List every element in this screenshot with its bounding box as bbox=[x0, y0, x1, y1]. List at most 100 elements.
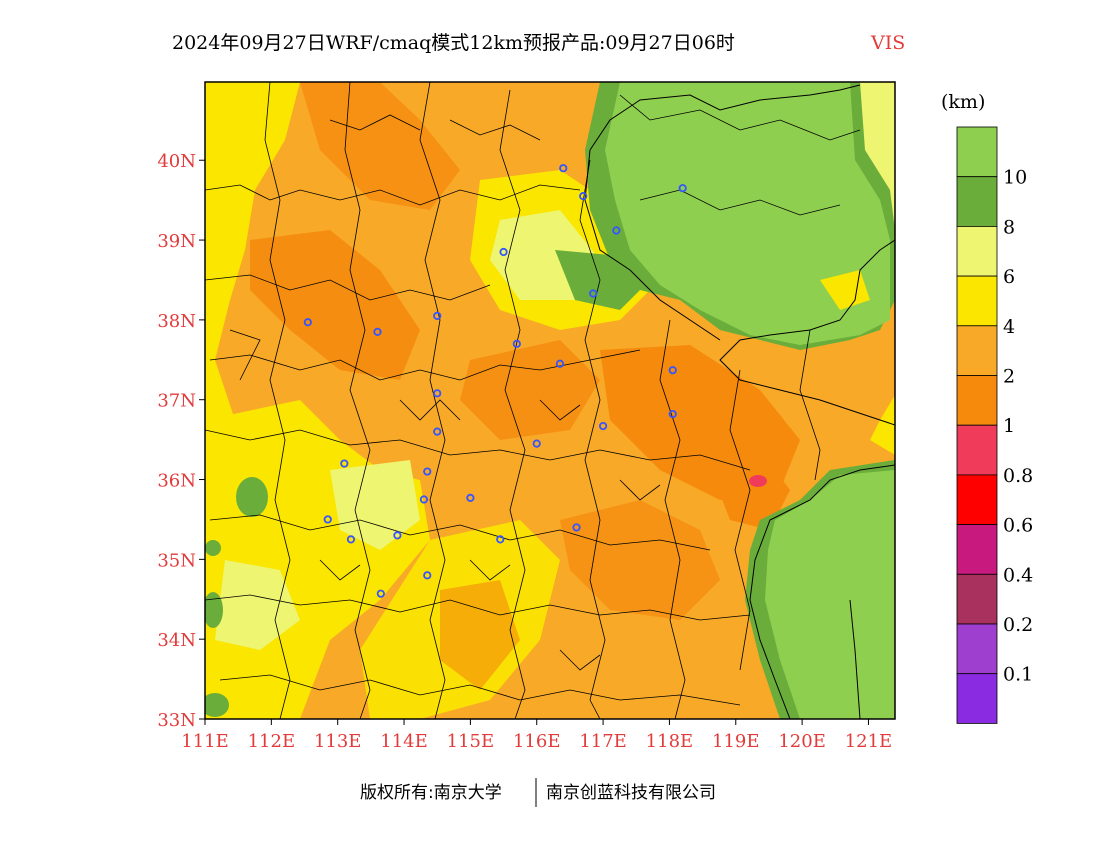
colorbar-bin bbox=[956, 573, 998, 625]
x-tick-label: 116E bbox=[513, 731, 561, 752]
colorbar-label: 0.6 bbox=[1003, 515, 1033, 537]
coastline bbox=[589, 84, 895, 719]
x-tick-label: 117E bbox=[579, 731, 627, 752]
station-marker bbox=[323, 515, 332, 524]
x-tick-label: 120E bbox=[778, 731, 826, 752]
station-marker bbox=[303, 318, 312, 327]
station-marker bbox=[433, 311, 442, 320]
green-patch-southwest-corner bbox=[205, 693, 229, 717]
yellow-patch-east bbox=[870, 395, 895, 455]
yellow-patch-bohai bbox=[820, 270, 870, 310]
colorbar-bin bbox=[956, 325, 998, 376]
station-marker bbox=[393, 531, 402, 540]
green-region-tianjin bbox=[555, 250, 640, 310]
y-tick-label: 39N bbox=[157, 231, 196, 252]
bohai-coast bbox=[584, 149, 721, 341]
y-tick-label: 36N bbox=[157, 471, 196, 492]
colorbar-label: 1 bbox=[1003, 415, 1015, 437]
x-tick-label: 115E bbox=[447, 731, 495, 752]
y-tick-label: 37N bbox=[157, 391, 196, 412]
green-region-bohai bbox=[605, 82, 890, 345]
colorbar: 10 8 6 4 2 1 0.8 0.6 0.4 0.2 0.1 bbox=[956, 126, 1033, 724]
station-marker bbox=[579, 192, 588, 201]
y-tick-label: 38N bbox=[157, 311, 196, 332]
green-patch-southwest bbox=[205, 592, 223, 628]
station-marker bbox=[532, 439, 541, 448]
variable-label: VIS bbox=[870, 32, 905, 54]
station-marker bbox=[466, 493, 475, 502]
light-yellow-patch-sw bbox=[215, 560, 300, 650]
x-tick-label: 114E bbox=[380, 731, 428, 752]
y-tick-label: 40N bbox=[157, 151, 196, 172]
station-marker bbox=[668, 409, 677, 419]
station-marker bbox=[512, 339, 521, 348]
colorbar-bin bbox=[956, 623, 998, 675]
colorbar-label: 0.1 bbox=[1003, 664, 1033, 686]
footer-copyright: 版权所有:南京大学 bbox=[360, 783, 502, 803]
y-tick-label: 34N bbox=[157, 630, 196, 651]
colorbar-label: 0.4 bbox=[1003, 564, 1033, 586]
pink-spot bbox=[749, 475, 767, 487]
colorbar-label: 0.2 bbox=[1003, 614, 1033, 636]
station-marker bbox=[668, 366, 677, 375]
x-tick-label: 113E bbox=[314, 731, 362, 752]
station-marker bbox=[433, 427, 442, 436]
station-marker bbox=[373, 327, 382, 336]
colorbar-bin bbox=[956, 474, 998, 525]
station-marker bbox=[678, 184, 687, 193]
colorbar-label: 8 bbox=[1003, 216, 1015, 238]
station-marker bbox=[612, 226, 621, 235]
station-marker bbox=[496, 535, 505, 544]
x-axis-ticks: 111E 112E 113E 114E 115E 116E 117E 118E 119E 120E… bbox=[181, 719, 892, 752]
colorbar-label: 0.8 bbox=[1003, 465, 1033, 487]
orange-region-henan bbox=[440, 580, 520, 690]
station-marker bbox=[376, 589, 385, 598]
station-marker bbox=[555, 359, 565, 368]
colorbar-label: 10 bbox=[1003, 167, 1027, 189]
colorbar-bin bbox=[956, 524, 998, 575]
y-axis-ticks: 40N 39N 38N 37N 36N 35N 34N 33N bbox=[157, 151, 205, 731]
station-markers bbox=[303, 164, 687, 598]
footer-company: 南京创蓝科技有限公司 bbox=[546, 783, 716, 803]
colorbar-label: 6 bbox=[1003, 266, 1015, 288]
station-marker bbox=[499, 247, 508, 257]
green-patch-west-small bbox=[205, 540, 221, 556]
light-yellow-patch-center-west bbox=[330, 460, 420, 550]
station-marker bbox=[419, 495, 429, 504]
green-patch-west bbox=[236, 477, 268, 517]
y-tick-label: 33N bbox=[157, 710, 196, 731]
colorbar-bin bbox=[956, 424, 998, 476]
x-tick-label: 119E bbox=[712, 731, 760, 752]
station-marker bbox=[433, 389, 442, 398]
orange-region-coast bbox=[705, 450, 790, 530]
colorbar-bin bbox=[956, 225, 998, 277]
orange-region-south-central bbox=[560, 500, 720, 620]
colorbar-bin bbox=[956, 673, 998, 724]
colorbar-unit: (km) bbox=[941, 91, 985, 113]
x-tick-label: 121E bbox=[845, 731, 893, 752]
orange-region-shanxi bbox=[250, 230, 420, 380]
admin-boundaries bbox=[205, 82, 861, 719]
green-region-yellow-sea bbox=[765, 470, 895, 719]
orange-region-north bbox=[300, 82, 460, 210]
colorbar-bin bbox=[956, 126, 998, 178]
colorbar-bin bbox=[956, 375, 998, 426]
y-tick-label: 35N bbox=[157, 550, 196, 571]
map-frame bbox=[204, 81, 896, 720]
station-marker bbox=[559, 164, 568, 173]
x-tick-label: 112E bbox=[248, 731, 296, 752]
visibility-map bbox=[205, 82, 895, 719]
station-marker bbox=[346, 535, 356, 544]
station-marker bbox=[423, 467, 432, 476]
colorbar-label: 2 bbox=[1003, 366, 1015, 388]
station-marker bbox=[423, 571, 432, 580]
colorbar-bin bbox=[956, 275, 998, 327]
colorbar-label: 4 bbox=[1003, 316, 1015, 338]
station-marker bbox=[589, 289, 598, 298]
figure-title: 2024年09月27日WRF/cmaq模式12km预报产品:09月27日06时 bbox=[172, 32, 735, 54]
station-marker bbox=[598, 421, 608, 431]
colorbar-bin bbox=[956, 176, 998, 227]
station-marker bbox=[572, 523, 581, 532]
x-tick-label: 118E bbox=[646, 731, 694, 752]
